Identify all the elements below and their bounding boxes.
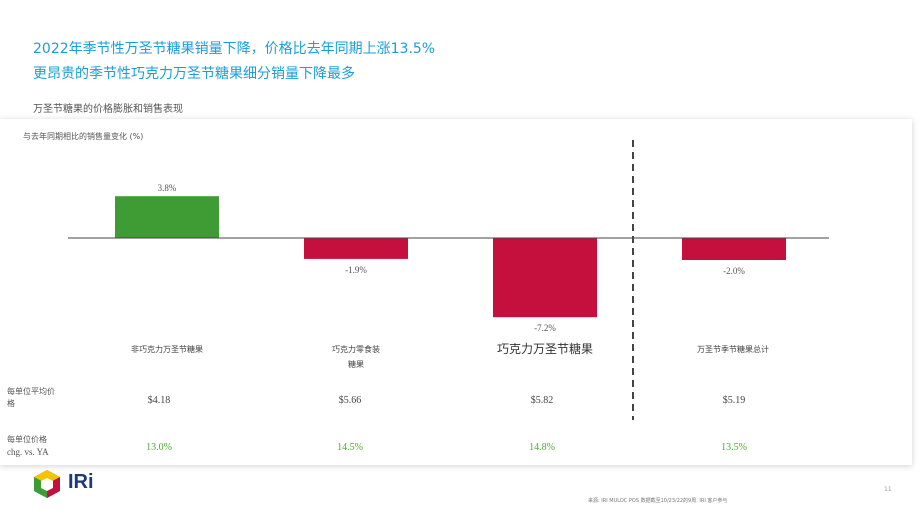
y-axis-label: 与去年同期相比的销售量变化 (%) [23, 132, 144, 141]
data-label: 3.8% [158, 183, 177, 193]
title-line-1: 2022年季节性万圣节糖果销量下降，价格比去年同期上涨13.5% [33, 41, 436, 57]
bar-1 [115, 196, 219, 238]
price-change-value: 13.0% [146, 442, 172, 453]
data-label: -2.0% [723, 266, 745, 276]
data-label: -1.9% [345, 265, 367, 275]
price-row-label: 每单位平均价格 [7, 387, 55, 408]
title-line-2: 更昂贵的季节性巧克力万圣节糖果细分销量下降最多 [33, 66, 355, 82]
price-value: $4.18 [147, 395, 171, 406]
category-label: 万圣节季节糖果总计 [697, 345, 769, 354]
category-label-line: 糖果 [348, 360, 364, 369]
change-row-label: 每单位价格 chg. vs. YA [7, 434, 67, 458]
price-change-value: 14.5% [337, 442, 363, 453]
iri-logo-icon [34, 470, 60, 498]
bar-2 [304, 238, 408, 259]
bar-3 [493, 238, 597, 318]
change-row-label-line1: 每单位价格 [7, 435, 47, 444]
source-note: 来源: IRI MULOC POS 数据截至10/23/22的9周. IRI 客… [588, 498, 728, 504]
category-label: 巧克力万圣节糖果 [496, 342, 593, 356]
category-label: 非巧克力万圣节糖果 [131, 345, 203, 354]
price-change-value: 14.8% [529, 442, 555, 453]
category-label-line: 巧克力零食装 [332, 345, 380, 354]
bar-4 [682, 238, 786, 260]
iri-logo-text: IRi [68, 471, 94, 493]
price-value: $5.66 [338, 395, 362, 406]
price-value: $5.82 [530, 395, 554, 406]
data-label: -7.2% [534, 323, 556, 333]
chart-panel [0, 119, 912, 465]
page-number: 11 [884, 486, 892, 493]
change-row-label-line2: chg. vs. YA [7, 447, 49, 457]
price-change-value: 13.5% [721, 442, 747, 453]
category-label: 巧克力零食装 糖果 [301, 342, 411, 372]
chart-subtitle: 万圣节糖果的价格膨胀和销售表现 [33, 104, 183, 115]
price-value: $5.19 [722, 395, 746, 406]
